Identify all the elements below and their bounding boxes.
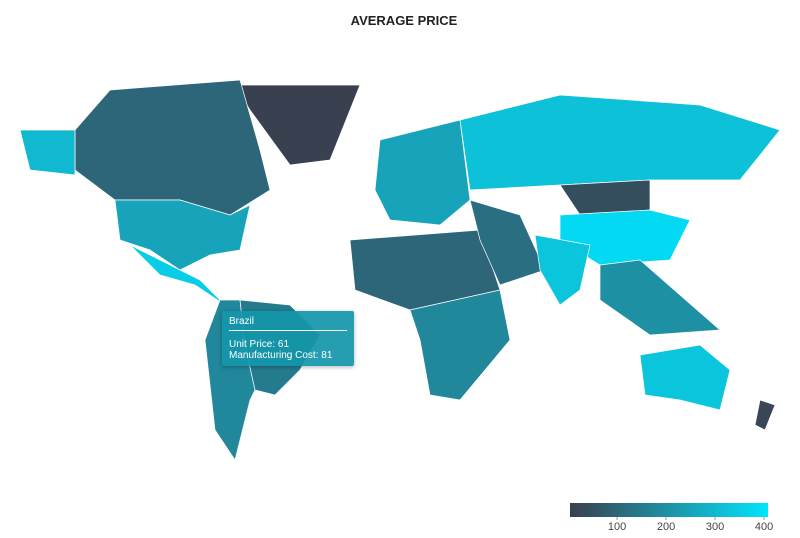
scale-tick-label: 400 [755,521,773,533]
tooltip: Brazil Unit Price: 61 Manufacturing Cost… [222,311,354,366]
tooltip-line: Unit Price: 61 [229,339,290,350]
tooltip-title: Brazil [229,316,347,331]
scale-tick-label: 200 [657,521,675,533]
region [599,259,721,336]
region [754,399,776,431]
region [639,344,731,411]
region [459,94,781,191]
region [114,199,251,271]
region [409,289,511,401]
region [534,234,591,306]
region [559,179,651,216]
tooltip-line: Manufacturing Cost: 81 [229,350,333,361]
region [374,119,471,226]
scale-tick-label: 100 [608,521,626,533]
scale-tick-label: 300 [706,521,724,533]
region [74,79,271,216]
color-scale [570,503,768,517]
chart-title: AVERAGE PRICE [351,13,458,28]
region [469,199,546,286]
region [19,129,76,176]
